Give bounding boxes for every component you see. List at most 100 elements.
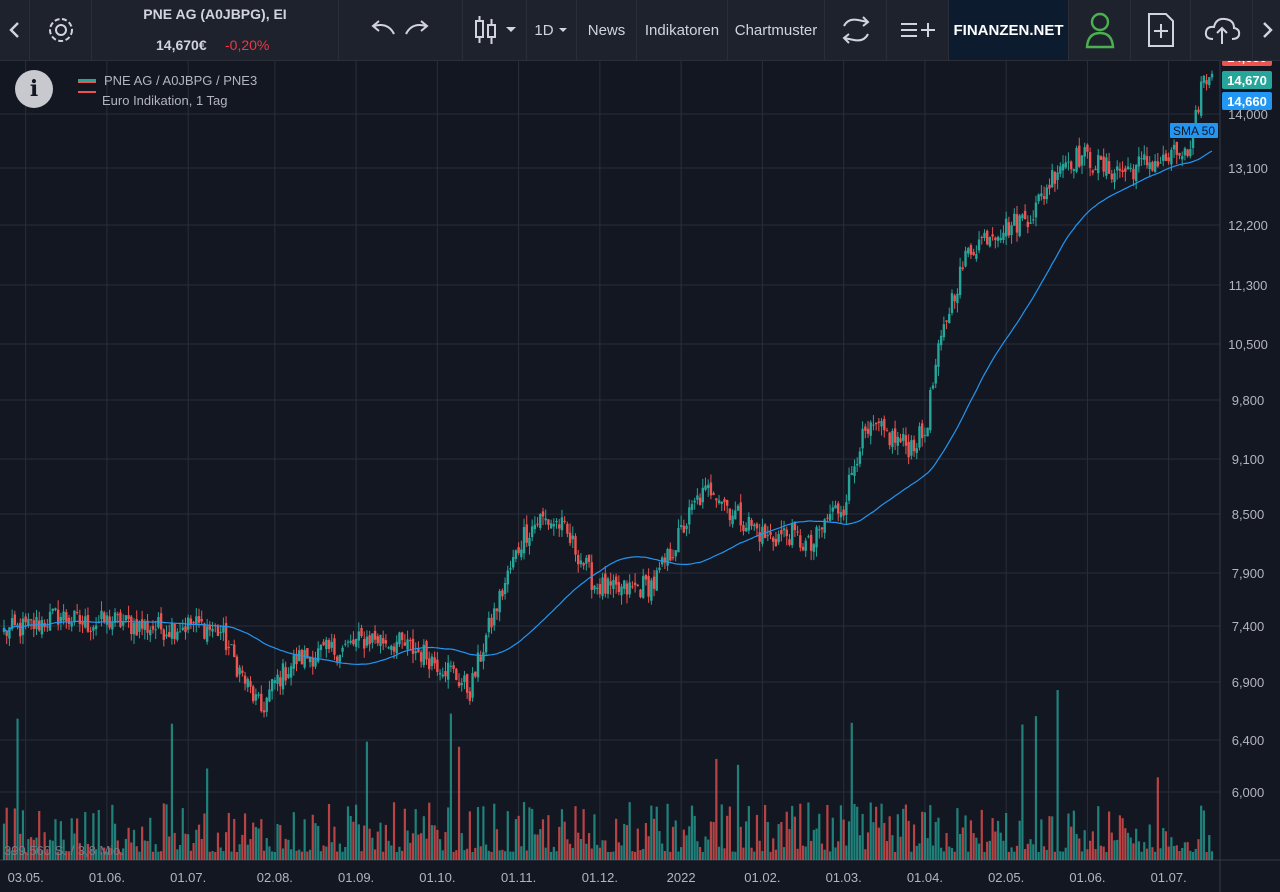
volume-bar <box>709 821 713 860</box>
candle-body <box>1083 147 1086 157</box>
volume-bar <box>1026 843 1029 860</box>
y-tick-label: 9,100 <box>1232 452 1265 467</box>
patterns-button[interactable]: Chartmuster <box>728 0 825 60</box>
candle-body <box>306 648 309 659</box>
candle-body <box>1156 161 1160 167</box>
candle-body <box>1010 225 1013 236</box>
candle-body <box>674 550 677 557</box>
news-button[interactable]: News <box>577 0 637 60</box>
candle-body <box>1040 193 1043 197</box>
volume-bar <box>661 843 664 860</box>
candle-body <box>1075 147 1078 172</box>
candle-body <box>975 254 978 259</box>
volume-bar <box>460 833 463 860</box>
volume-bar <box>929 805 932 860</box>
volume-bar <box>782 847 786 860</box>
candle-body <box>446 662 450 680</box>
candle-body <box>671 557 675 559</box>
interval-select[interactable]: 1D <box>527 0 577 60</box>
volume-bar <box>24 851 27 860</box>
candle-body <box>696 495 699 500</box>
candle-body <box>598 584 602 595</box>
candle-body <box>441 674 444 677</box>
volume-bar <box>203 813 206 860</box>
compare-icon <box>842 16 869 44</box>
candle-body <box>1197 109 1200 113</box>
volume-bar <box>13 808 16 860</box>
candle-body <box>723 499 726 503</box>
volume-bar <box>157 851 160 860</box>
volume-bar <box>365 741 369 860</box>
info-button[interactable]: i <box>15 70 53 108</box>
settings-button[interactable] <box>30 0 92 60</box>
volume-bar <box>357 824 360 860</box>
candle-body <box>658 567 661 571</box>
volume-bar <box>880 803 883 860</box>
candle-body <box>349 640 352 643</box>
brand-logo[interactable]: FINANZEN.NET <box>949 0 1069 60</box>
candle-body <box>826 517 829 519</box>
indicators-button[interactable]: Indikatoren <box>637 0 728 60</box>
candle-body <box>1088 152 1092 168</box>
account-button[interactable] <box>1069 0 1131 60</box>
volume-bar <box>950 847 954 860</box>
volume-bar <box>29 837 33 860</box>
volume-bar <box>517 815 520 860</box>
new-file-button[interactable] <box>1131 0 1191 60</box>
undo-icon[interactable] <box>366 16 400 44</box>
candle-body <box>850 472 853 475</box>
candle-body <box>1145 156 1149 166</box>
candle-body <box>782 528 786 531</box>
candle-body <box>1113 173 1116 183</box>
redo-icon[interactable] <box>400 16 434 44</box>
caret-down-icon <box>505 27 516 32</box>
compare-button[interactable] <box>825 0 887 60</box>
patterns-label: Chartmuster <box>734 21 818 39</box>
candle-body <box>1134 165 1138 182</box>
volume-bar <box>1116 839 1119 860</box>
candle-body <box>625 583 629 595</box>
price-chart[interactable]: SMA 50 14,000 13,100 12,200 11,300 10,500 9,80… <box>0 61 1280 892</box>
volume-bar <box>693 815 696 860</box>
volume-bar <box>1124 828 1127 860</box>
save-cloud-button[interactable] <box>1191 0 1253 60</box>
candle-body <box>750 520 753 526</box>
candle-body <box>1023 210 1027 220</box>
volume-bar <box>910 851 913 860</box>
candle-body <box>409 640 412 642</box>
volume-bar <box>948 846 951 860</box>
candle-body <box>295 653 298 665</box>
add-indicator-button[interactable] <box>887 0 949 60</box>
volume-bar <box>474 847 477 860</box>
symbol-header[interactable]: PNE AG (A0JBPG), EI 14,670€ -0,20% <box>92 0 339 60</box>
candle-body <box>146 620 149 633</box>
candle-body <box>820 527 824 530</box>
volume-bar <box>414 809 417 860</box>
volume-bar <box>945 832 948 860</box>
candle-body <box>1110 173 1113 180</box>
candle-body <box>482 652 485 662</box>
scroll-right-button[interactable] <box>1253 0 1280 60</box>
volume-bar <box>1145 848 1149 860</box>
volume-bar <box>1007 851 1010 860</box>
chart-type-button[interactable] <box>463 0 527 60</box>
volume-bar <box>1040 819 1043 860</box>
volume-bar <box>1132 843 1135 860</box>
volume-bar <box>314 823 317 860</box>
scroll-left-button[interactable] <box>0 0 30 60</box>
candle-body <box>335 656 339 662</box>
candle-body <box>1153 160 1157 173</box>
candlestick-icon <box>474 16 496 44</box>
x-tick-label: 01.10. <box>419 870 455 885</box>
candle-body <box>1067 161 1070 163</box>
candle-body <box>1080 155 1084 166</box>
candle-body <box>755 523 759 529</box>
volume-label: 399.560 S. / 3,8 Mio. <box>4 843 124 858</box>
candle-body <box>197 616 201 623</box>
legend-subtitle-row: Euro Indikation, 1 Tag <box>78 91 257 111</box>
volume-bar <box>555 851 558 860</box>
candle-body <box>75 612 79 614</box>
volume-bar <box>338 843 341 860</box>
candle-body <box>476 652 480 678</box>
volume-bar <box>1083 830 1086 860</box>
